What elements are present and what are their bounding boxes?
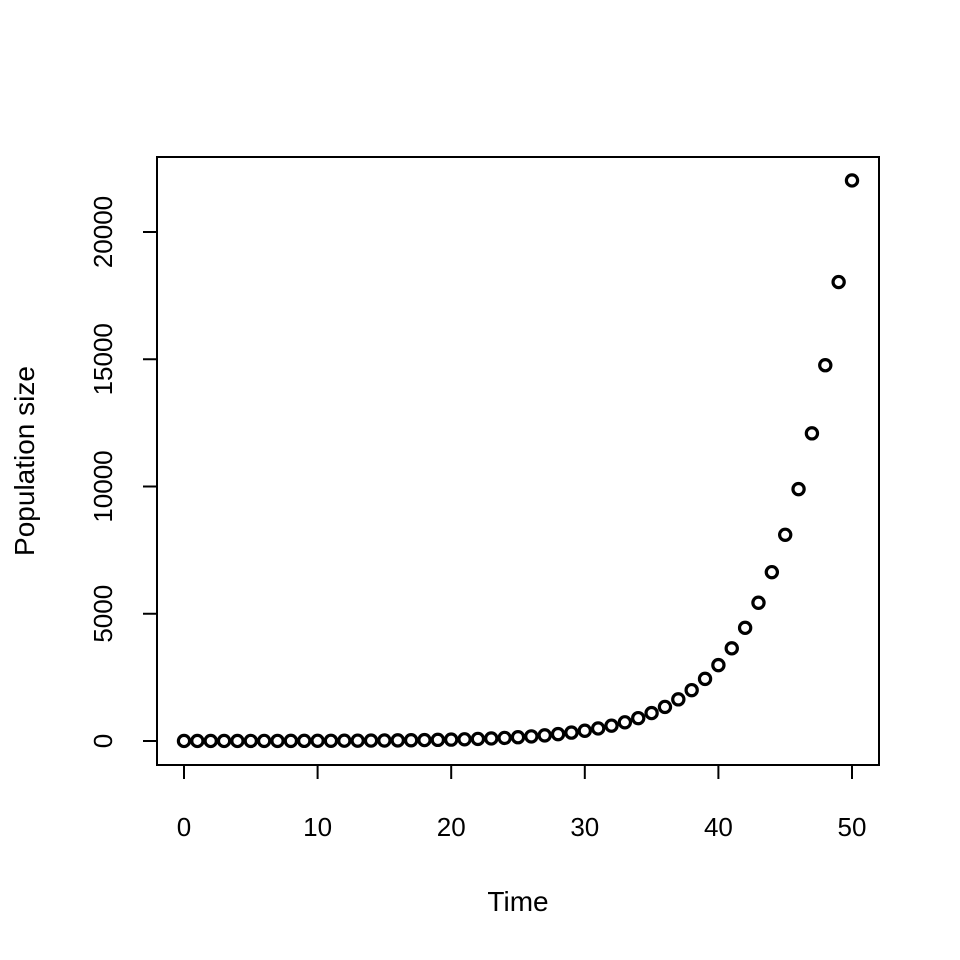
data-point [644, 705, 659, 721]
data-point [751, 595, 766, 610]
data-point [711, 657, 726, 673]
data-point [524, 729, 539, 744]
x-axis: 0 10 20 30 40 50 [177, 764, 867, 842]
data-point [270, 733, 285, 749]
data-point [430, 732, 446, 748]
data-point [831, 274, 846, 290]
x-tick-label: 0 [177, 812, 191, 842]
x-tick-label: 40 [704, 812, 733, 842]
data-point [604, 718, 619, 733]
data-point [497, 730, 512, 746]
x-axis-label: Time [487, 886, 548, 917]
data-point [791, 481, 806, 497]
data-point [697, 671, 713, 687]
data-point [631, 710, 646, 726]
data-point [724, 641, 739, 656]
data-point [550, 726, 566, 742]
data-point [778, 527, 793, 542]
data-point [323, 733, 339, 748]
data-point [737, 620, 753, 636]
data-point [377, 733, 392, 748]
y-axis: 0 5000 10000 15000 20000 [88, 196, 158, 748]
x-tick-label: 50 [838, 812, 867, 842]
data-point [190, 733, 205, 749]
data-point [256, 733, 272, 749]
data-point [243, 733, 258, 749]
y-tick-label: 10000 [88, 450, 118, 522]
plot-frame [156, 156, 880, 766]
data-point [350, 733, 365, 748]
y-axis-label: Population size [9, 366, 40, 556]
data-point [297, 733, 312, 749]
data-point [203, 733, 218, 749]
data-point [564, 725, 579, 740]
x-tick-label: 20 [437, 812, 466, 842]
data-point [590, 721, 606, 736]
data-point [176, 733, 192, 749]
data-point [484, 731, 499, 746]
data-point [337, 733, 352, 748]
data-point [657, 699, 673, 715]
data-point [310, 733, 325, 749]
data-point [457, 732, 472, 747]
data-point [403, 733, 419, 748]
data-point [283, 733, 299, 749]
data-point [844, 173, 860, 188]
data-point [444, 732, 459, 747]
data-point [390, 733, 405, 748]
data-point [577, 723, 593, 738]
data-point [671, 692, 686, 707]
data-point [804, 426, 820, 441]
data-point [470, 731, 486, 747]
x-tick-label: 30 [570, 812, 599, 842]
data-point [684, 682, 699, 698]
data-point [510, 730, 526, 745]
data-points [176, 173, 860, 749]
data-point [417, 732, 432, 748]
data-point [216, 733, 232, 749]
data-point [818, 358, 833, 373]
y-tick-label: 15000 [88, 323, 118, 395]
y-tick-label: 5000 [88, 585, 118, 643]
x-tick-label: 10 [303, 812, 332, 842]
y-tick-label: 20000 [88, 196, 118, 268]
y-tick-label: 0 [88, 734, 118, 748]
data-point [537, 728, 552, 743]
data-point [617, 715, 633, 730]
data-point [230, 733, 245, 749]
data-point [764, 564, 780, 580]
data-point [363, 733, 379, 748]
